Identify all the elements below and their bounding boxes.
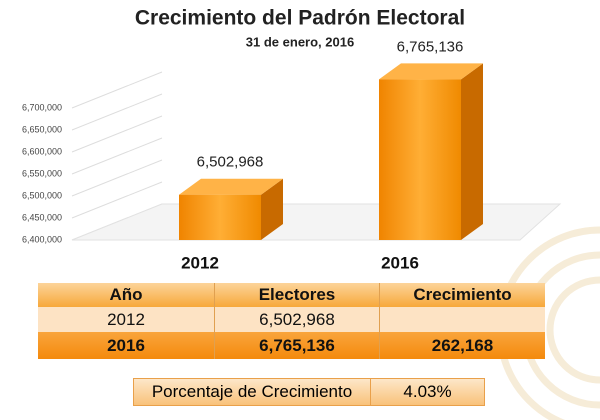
- bar-top: [379, 63, 483, 80]
- bar-side: [461, 63, 483, 240]
- table-header: Crecimiento: [380, 283, 545, 307]
- chart-subtitle: 31 de enero, 2016: [246, 34, 354, 49]
- bar: [379, 79, 461, 241]
- chart-title: Crecimiento del Padrón Electoral: [135, 7, 465, 30]
- value-label: 6,765,136: [397, 38, 464, 55]
- y-tick-label: 6,400,000: [22, 234, 62, 244]
- table-header: Año: [38, 283, 215, 307]
- y-tick-label: 6,650,000: [22, 124, 62, 134]
- table-header: Electores: [215, 283, 380, 307]
- grid-line: [71, 137, 163, 175]
- grid-line: [71, 71, 163, 109]
- grid-line: [71, 115, 163, 153]
- x-tick-label: 2012: [181, 253, 219, 272]
- table-cell: 2016: [38, 332, 215, 359]
- table-cell: [380, 307, 545, 332]
- x-tick-label: 2016: [381, 253, 419, 272]
- grid-line: [71, 159, 163, 197]
- table-cell: 2012: [38, 307, 215, 332]
- y-tick-label: 6,450,000: [22, 212, 62, 222]
- bar-top: [179, 178, 283, 195]
- summary-value: 4.03%: [370, 378, 485, 406]
- y-tick-label: 6,500,000: [22, 190, 62, 200]
- grid-line: [71, 93, 163, 131]
- grid-line: [71, 181, 163, 219]
- bar-side: [261, 178, 283, 240]
- floor: [71, 203, 562, 241]
- bar: [179, 194, 261, 240]
- table-cell: 6,502,968: [215, 307, 380, 332]
- value-label: 6,502,968: [197, 154, 264, 171]
- table-cell: 6,765,136: [215, 332, 380, 359]
- y-tick-label: 6,550,000: [22, 168, 62, 178]
- table-cell: 262,168: [380, 332, 545, 359]
- y-tick-label: 6,700,000: [22, 102, 62, 112]
- summary-label: Porcentaje de Crecimiento: [133, 378, 371, 406]
- y-tick-label: 6,600,000: [22, 146, 62, 156]
